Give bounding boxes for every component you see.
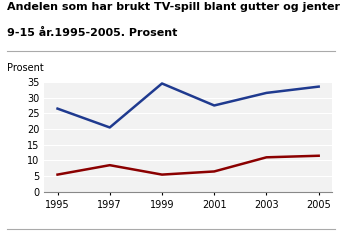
Legend: Gutter 9-15 år, Jenter 9-15 år: Gutter 9-15 år, Jenter 9-15 år <box>80 232 296 234</box>
Text: Andelen som har brukt TV-spill blant gutter og jenter: Andelen som har brukt TV-spill blant gut… <box>7 2 340 12</box>
Text: Prosent: Prosent <box>7 63 44 73</box>
Text: 9-15 år.1995-2005. Prosent: 9-15 år.1995-2005. Prosent <box>7 28 177 38</box>
